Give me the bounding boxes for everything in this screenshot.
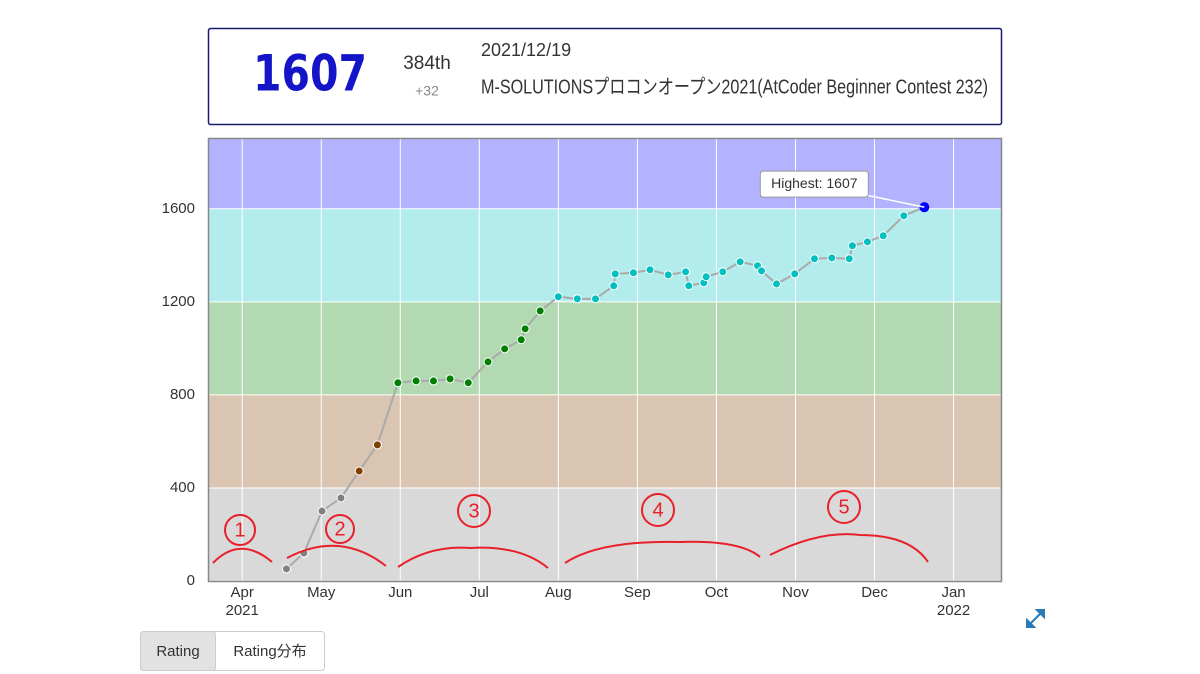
- rating-point: [772, 279, 782, 289]
- rating-point: [609, 281, 619, 291]
- rating-point: [336, 493, 346, 503]
- rating-point: [500, 344, 510, 354]
- annotation-circle: [641, 493, 675, 527]
- rating-point: [899, 211, 909, 221]
- band: [209, 208, 1001, 302]
- rating-point: [809, 254, 819, 264]
- rating-point: [317, 506, 327, 516]
- rating-point: [681, 267, 691, 277]
- header-card: [207, 27, 1003, 126]
- arc: [286, 544, 387, 567]
- x-year-label: 2021: [226, 602, 259, 619]
- x-tick-label: Aug: [545, 584, 572, 601]
- band: [209, 301, 1001, 395]
- button-label[interactable]: Rating分布: [233, 643, 306, 660]
- rating-point: [553, 292, 563, 302]
- y-tick-label: 400: [170, 479, 195, 496]
- plot-border: [207, 137, 1003, 583]
- rating-point: [790, 269, 800, 279]
- rating-point: [411, 376, 421, 386]
- y-tick-label: 800: [170, 386, 195, 403]
- x-tick-label: Jan: [941, 584, 965, 601]
- rating-point: [463, 378, 473, 388]
- rating-point: [718, 267, 728, 277]
- x-year-label: 2022: [937, 602, 970, 619]
- x-tick-label: Oct: [705, 584, 729, 601]
- annotation-arcs: [212, 490, 929, 569]
- rating-point: [445, 374, 455, 384]
- button-label[interactable]: Rating: [156, 643, 199, 660]
- rating-point: [701, 272, 711, 282]
- rating-point: [735, 257, 745, 267]
- x-tick-label: Nov: [782, 584, 809, 601]
- bands: [209, 139, 1001, 581]
- rating-point: [535, 306, 545, 316]
- annotation: 3: [468, 500, 479, 522]
- rating-point: [572, 294, 582, 304]
- x-tick-label: Jul: [470, 584, 489, 601]
- rating-point: [844, 254, 854, 264]
- rating-point: [393, 378, 403, 388]
- annotation: 1: [234, 519, 245, 541]
- annotation: 5: [838, 496, 849, 518]
- x-tick-label: May: [307, 584, 336, 601]
- arc: [769, 533, 929, 563]
- tooltip-connector: [866, 194, 925, 208]
- arc: [564, 540, 761, 564]
- rating-point: [520, 324, 530, 334]
- rating: 1607: [253, 45, 367, 103]
- annotation: 2: [334, 518, 345, 540]
- rating-point: [757, 266, 767, 276]
- rating-point: [827, 253, 837, 263]
- rating-point: [428, 376, 438, 386]
- rating-point: [862, 237, 872, 247]
- x-tick-label: Apr: [231, 584, 254, 601]
- arc: [212, 547, 273, 564]
- band: [209, 139, 1001, 209]
- y-tick-label: 0: [187, 572, 195, 589]
- diff: +32: [415, 83, 439, 99]
- y-tick-label: 1600: [162, 200, 195, 217]
- rank: 384th: [403, 53, 451, 74]
- y-tick-label: 1200: [162, 293, 195, 310]
- rating-point: [281, 564, 291, 574]
- tooltip-text: Highest: 1607: [771, 175, 858, 191]
- annotation-circle: [224, 514, 256, 546]
- x-tick-label: Jun: [388, 584, 412, 601]
- rating-point: [628, 268, 638, 278]
- arc: [397, 546, 549, 569]
- rating-point: [663, 270, 673, 280]
- rating-point: [483, 357, 493, 367]
- annotation-circle: [325, 514, 355, 544]
- annotation-circle: [827, 490, 861, 524]
- rating-point: [645, 265, 655, 275]
- rating-point: [591, 294, 601, 304]
- expand-icon[interactable]: [1026, 609, 1045, 628]
- rating-point: [610, 269, 620, 279]
- button-rating[interactable]: [140, 631, 216, 671]
- annotation: 4: [652, 499, 663, 521]
- rating-point: [354, 466, 364, 476]
- rating-point: [684, 281, 694, 291]
- annotation-circle: [457, 494, 491, 528]
- rating-point: [516, 335, 526, 345]
- tooltip-box: [759, 170, 869, 198]
- x-tick-label: Sep: [624, 584, 651, 601]
- contest-name: M-SOLUTIONSプロコンオープン2021(AtCoder Beginner…: [481, 76, 988, 98]
- x-tick-label: Dec: [861, 584, 888, 601]
- plot-area: Highest: 1607: [209, 139, 1001, 582]
- rating-point: [878, 231, 888, 241]
- rating-point: [847, 241, 857, 251]
- band: [209, 394, 1001, 488]
- date: 2021/12/19: [481, 40, 571, 60]
- rating-point: [372, 440, 382, 450]
